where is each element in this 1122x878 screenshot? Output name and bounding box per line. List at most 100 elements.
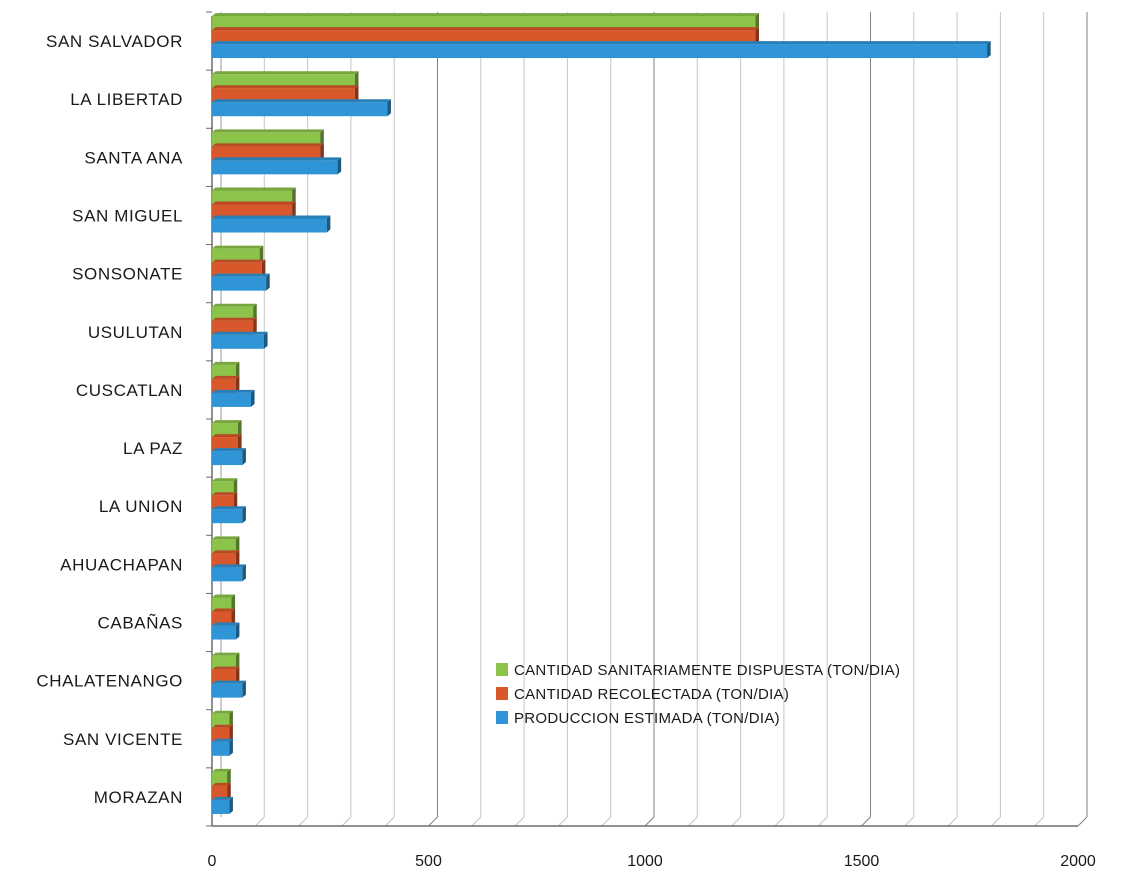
category-label: MORAZAN <box>94 788 183 807</box>
bar-top <box>212 273 270 277</box>
category-label: LA LIBERTAD <box>70 90 183 109</box>
bar-end <box>755 27 760 45</box>
bar-top <box>212 99 391 103</box>
bar-top <box>212 331 268 335</box>
bars <box>212 13 991 814</box>
category-label: CABAÑAS <box>98 614 183 633</box>
bar-top <box>212 680 246 684</box>
category-label: AHUACHAPAN <box>60 555 183 574</box>
bar <box>212 741 230 756</box>
bar-end <box>263 331 268 349</box>
bar <box>212 683 243 698</box>
bar-end <box>354 85 359 103</box>
gridline-floor <box>731 816 741 827</box>
bar-top <box>212 492 238 496</box>
category-label: CUSCATLAN <box>76 381 183 400</box>
bar-top <box>212 420 242 424</box>
gridline-floor <box>601 816 612 827</box>
bar <box>212 567 243 582</box>
bar-end <box>235 550 240 568</box>
bar-end <box>237 434 242 452</box>
category-label: LA UNION <box>99 497 183 516</box>
bar-end <box>387 99 391 117</box>
bar-top <box>212 434 242 438</box>
bar-top <box>212 594 236 598</box>
bar <box>212 102 388 117</box>
gridline-floor <box>428 816 438 827</box>
bar-top <box>212 245 264 249</box>
bar <box>212 625 236 640</box>
bar <box>212 30 756 45</box>
axes <box>206 11 1078 827</box>
bar-end <box>755 13 760 31</box>
bar-end <box>266 273 270 291</box>
legend: CANTIDAD SANITARIAMENTE DISPUESTA (TON/D… <box>496 662 900 727</box>
gridline-floor <box>687 816 698 827</box>
bar <box>212 334 264 349</box>
bar-top <box>212 129 324 133</box>
bar-top <box>212 157 342 161</box>
bar-end <box>242 506 246 524</box>
bar-top <box>212 622 240 626</box>
bar <box>212 74 355 89</box>
bar-end <box>237 420 242 438</box>
bar <box>212 262 262 277</box>
category-label: SAN MIGUEL <box>72 207 183 226</box>
bar-top <box>212 724 233 728</box>
bar-end <box>242 680 246 698</box>
legend-label: CANTIDAD RECOLECTADA (TON/DIA) <box>514 686 789 703</box>
bar-end <box>242 448 246 466</box>
bar-top <box>212 478 238 482</box>
bar-top <box>212 768 231 772</box>
bar <box>212 713 230 728</box>
bar <box>212 437 238 452</box>
x-tick-label: 0 <box>208 853 217 870</box>
gridline-floor <box>774 816 785 827</box>
bar-end <box>250 389 255 407</box>
bar-end <box>259 245 264 263</box>
bar <box>212 320 254 335</box>
bar-end <box>233 478 238 496</box>
bar-end <box>253 303 257 321</box>
bar-top <box>212 143 324 147</box>
gridline-floor <box>471 816 482 827</box>
bar <box>212 190 293 205</box>
bar-end <box>235 536 240 554</box>
bar-top <box>212 85 359 89</box>
bar <box>212 669 236 684</box>
bar-top <box>212 564 246 568</box>
x-tick-labels: 0 500 1000 1500 2000 <box>208 853 1096 870</box>
bar-end <box>354 71 359 89</box>
bar-end <box>253 317 257 335</box>
bar <box>212 88 355 103</box>
bar-end <box>261 259 266 277</box>
bar-end <box>229 738 233 756</box>
bar-end <box>320 143 324 161</box>
bar <box>212 785 228 800</box>
category-labels: SAN SALVADOR LA LIBERTAD SANTA ANA SAN MIGU… <box>36 32 183 807</box>
gridlines <box>254 12 1088 827</box>
gridline-floor <box>947 816 958 827</box>
bar-end <box>229 796 233 814</box>
bar-top <box>212 738 233 742</box>
bar-top <box>212 187 296 191</box>
bar-end <box>320 129 324 147</box>
category-label: USULUTAN <box>88 323 183 342</box>
bar-end <box>292 201 296 219</box>
bar <box>212 44 988 59</box>
bar-top <box>212 652 240 656</box>
bar <box>212 481 234 496</box>
bar <box>212 146 321 161</box>
category-label: SANTA ANA <box>84 148 183 167</box>
bar <box>212 655 236 670</box>
bar <box>212 392 251 407</box>
bar-top <box>212 361 240 365</box>
x-tick-label: 500 <box>415 853 442 870</box>
bar-end <box>229 710 233 728</box>
bar <box>212 423 238 438</box>
bar-top <box>212 259 266 263</box>
legend-label: PRODUCCION ESTIMADA (TON/DIA) <box>514 710 780 727</box>
bar-end <box>231 608 236 626</box>
bar <box>212 799 230 814</box>
gridline-floor <box>384 816 395 827</box>
